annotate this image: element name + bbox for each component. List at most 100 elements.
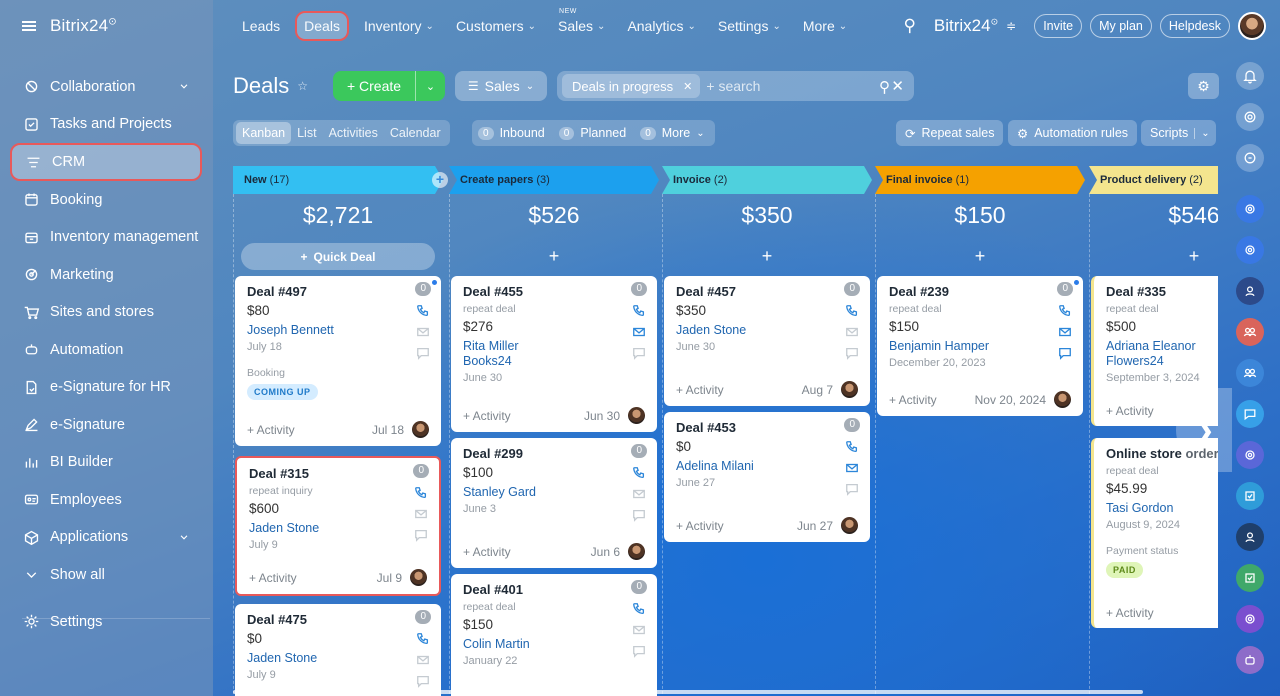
deal-card[interactable]: Deal #401 repeat deal $150 Colin Martin Janu…	[451, 574, 657, 696]
header-settings-icon[interactable]: ≑	[1006, 19, 1017, 33]
task-chat-icon-2[interactable]	[1236, 564, 1264, 592]
my-plan-button[interactable]: My plan	[1090, 14, 1152, 38]
sidebar-item-inventory-management[interactable]: Inventory management	[10, 219, 202, 257]
sidebar-item-collaboration[interactable]: Collaboration	[10, 68, 202, 106]
phone-icon[interactable]	[416, 632, 430, 646]
automation-rules-button[interactable]: ⚙ Automation rules	[1008, 120, 1138, 146]
topnav-inventory[interactable]: Inventory ⌄	[353, 11, 445, 41]
sidebar-item-show-all[interactable]: Show all	[10, 556, 202, 594]
topnav-deals[interactable]: Deals	[295, 11, 349, 41]
topnav-analytics[interactable]: Analytics ⌄	[616, 11, 706, 41]
deal-title[interactable]: Deal #299	[463, 446, 523, 461]
responsible-avatar[interactable]	[1054, 391, 1071, 408]
mail-icon[interactable]	[1058, 325, 1072, 339]
deal-card[interactable]: Online store order #5 repeat deal $45.99 Ta…	[1091, 438, 1218, 628]
deal-card[interactable]: Deal #239 repeat deal $150 Benjamin Hamper D…	[877, 276, 1083, 416]
chevron-down-icon[interactable]	[178, 80, 190, 96]
user-avatar[interactable]	[1238, 12, 1266, 40]
filter-chip[interactable]: Deals in progress ✕	[562, 74, 701, 98]
copilot-chat-icon-3[interactable]	[1236, 441, 1264, 469]
add-activity-link[interactable]: + Activity	[676, 382, 724, 397]
sidebar-item-settings[interactable]: Settings	[10, 603, 202, 641]
chevron-down-icon[interactable]	[178, 531, 190, 547]
kanban-settings-gear-icon[interactable]: ⚙	[1188, 73, 1219, 99]
bell-icon[interactable]	[1236, 62, 1264, 90]
chat-icon[interactable]	[632, 644, 646, 658]
responsible-avatar[interactable]	[841, 517, 858, 534]
client-link[interactable]: Benjamin Hamper	[889, 339, 990, 353]
sidebar-item-booking[interactable]: Booking	[10, 181, 202, 219]
phone-icon[interactable]	[632, 466, 646, 480]
mail-icon[interactable]	[845, 461, 859, 475]
deal-card[interactable]: Deal #315 repeat inquiry $600 Jaden Stone Ju…	[235, 456, 441, 596]
sidebar-item-automation[interactable]: Automation	[10, 331, 202, 369]
deal-card[interactable]: Deal #497 $80 Joseph Bennett July 18 Booking…	[235, 276, 441, 446]
topnav-settings[interactable]: Settings ⌄	[707, 11, 792, 41]
topnav-more[interactable]: More ⌄	[792, 11, 858, 41]
search-icon[interactable]: ⚲	[903, 16, 916, 35]
deal-title[interactable]: Deal #239	[889, 284, 949, 299]
mail-icon[interactable]	[416, 653, 430, 667]
create-button[interactable]: + Create ⌄	[333, 71, 445, 101]
responsible-avatar[interactable]	[412, 421, 429, 438]
sidebar-item-applications[interactable]: Applications	[10, 519, 202, 557]
chat-icon[interactable]	[845, 346, 859, 360]
chat-icon[interactable]	[414, 528, 428, 542]
copilot-chat-icon[interactable]	[1236, 195, 1264, 223]
client-link[interactable]: Adelina Milani	[676, 459, 754, 473]
topnav-sales[interactable]: NEW Sales ⌄	[547, 8, 616, 41]
phone-icon[interactable]	[632, 304, 646, 318]
contact-avatar-icon[interactable]	[1236, 277, 1264, 305]
client-link[interactable]: Rita Miller Books24	[463, 339, 519, 368]
contact-avatar-icon-2[interactable]	[1236, 523, 1264, 551]
client-link[interactable]: Joseph Bennett	[247, 323, 334, 337]
scripts-chevron-icon[interactable]: ⌄	[1194, 127, 1210, 139]
copilot-icon[interactable]	[1236, 103, 1264, 131]
task-chat-icon[interactable]	[1236, 482, 1264, 510]
copilot-chat-icon-2[interactable]	[1236, 236, 1264, 264]
phone-icon[interactable]	[416, 304, 430, 318]
deal-title[interactable]: Deal #401	[463, 582, 523, 597]
add-deal-button[interactable]: +	[1188, 246, 1200, 266]
chat-icon[interactable]	[632, 346, 646, 360]
column-header[interactable]: Invoice (2)	[662, 166, 872, 194]
scroll-right-arrow-icon[interactable]: ❯	[1176, 388, 1232, 472]
add-activity-link[interactable]: + Activity	[463, 544, 511, 559]
scripts-button[interactable]: Scripts ⌄	[1141, 120, 1216, 146]
phone-icon[interactable]	[845, 440, 859, 454]
client-link[interactable]: Colin Martin	[463, 637, 530, 651]
tab-kanban[interactable]: Kanban	[236, 122, 292, 144]
mail-icon[interactable]	[845, 325, 859, 339]
support-bot-icon[interactable]	[1236, 646, 1264, 674]
sidebar-item-bi-builder[interactable]: BI Builder	[10, 444, 202, 482]
chat-icon[interactable]	[416, 346, 430, 360]
responsible-avatar[interactable]	[628, 543, 645, 560]
add-activity-link[interactable]: + Activity	[676, 518, 724, 533]
logo[interactable]: Bitrix24⊙	[22, 16, 117, 36]
sidebar-item-marketing[interactable]: Marketing	[10, 256, 202, 294]
deal-title[interactable]: Deal #475	[247, 612, 307, 627]
sales-funnel-selector[interactable]: ☰ Sales ⌄	[455, 71, 547, 101]
add-deal-button[interactable]: +	[974, 246, 986, 266]
deal-title[interactable]: Deal #457	[676, 284, 736, 299]
client-link[interactable]: Stanley Gard	[463, 485, 536, 499]
group-chat-icon[interactable]	[1236, 318, 1264, 346]
chat-icon[interactable]	[1058, 346, 1072, 360]
repeat-sales-button[interactable]: ⟳ Repeat sales	[896, 120, 1004, 146]
mail-icon[interactable]	[632, 623, 646, 637]
search-input[interactable]	[706, 78, 877, 94]
chat-icon[interactable]	[632, 508, 646, 522]
menu-burger-icon[interactable]	[22, 21, 36, 31]
sidebar-item-tasks-and-projects[interactable]: Tasks and Projects	[10, 106, 202, 144]
counter-inbound[interactable]: 0 Inbound	[478, 126, 545, 140]
support-chat-icon[interactable]	[1236, 605, 1264, 633]
client-link[interactable]: Tasi Gordon	[1106, 501, 1174, 515]
add-activity-link[interactable]: + Activity	[1106, 606, 1154, 620]
pin-icon[interactable]: ☆	[297, 79, 309, 93]
counter-planned[interactable]: 0 Planned	[558, 126, 626, 140]
quick-deal-button[interactable]: + Quick Deal	[241, 243, 435, 270]
add-deal-button[interactable]: +	[761, 246, 773, 266]
phone-icon[interactable]	[414, 486, 428, 500]
mail-icon[interactable]	[632, 325, 646, 339]
deal-title[interactable]: Deal #455	[463, 284, 523, 299]
